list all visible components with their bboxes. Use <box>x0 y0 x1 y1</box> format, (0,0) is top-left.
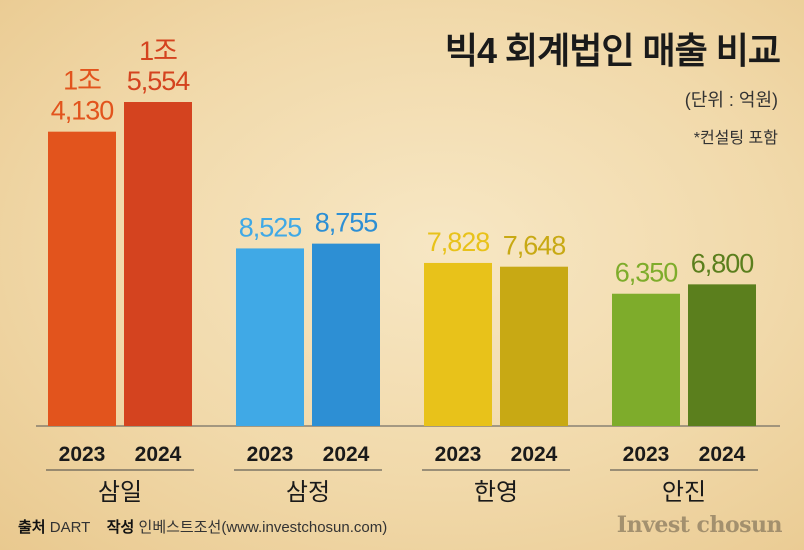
group-3-year-label-2023: 2023 <box>435 443 482 466</box>
group-2-year-label-2024: 2024 <box>323 443 370 466</box>
bar-chart: 1조 4,130 2023 1조 5,554 2024 삼일 8,525 2023 8,755 20… <box>36 36 780 506</box>
footer-source: 출처 DART 작성 인베스트조선(www.investchosun.com) <box>18 516 387 537</box>
group-2-name-label: 삼정 <box>286 479 330 506</box>
group-3-year-label-2024: 2024 <box>511 443 558 466</box>
group-3-bar-2024 <box>500 266 568 426</box>
group-4-name-label: 안진 <box>662 479 706 506</box>
group-3-value-label-2023: 7,828 <box>427 227 490 257</box>
group-1-year-label-2024: 2024 <box>135 443 182 466</box>
group-1-value-label-2024: 1조 5,554 <box>127 36 191 96</box>
chart-title: 빅4 회계법인 매출 비교 <box>444 30 781 71</box>
group-4-value-label-2023: 6,350 <box>615 258 678 288</box>
group-4-value-label-2024: 6,800 <box>691 248 754 278</box>
group-1-value-label-2023: 1조 4,130 <box>51 66 114 126</box>
group-1-year-label-2023: 2023 <box>59 443 106 466</box>
group-3-value-label-2024: 7,648 <box>503 231 566 261</box>
group-1-bar-2023 <box>48 131 116 426</box>
group-2-bar-2024 <box>312 243 380 426</box>
group-4-year-label-2023: 2023 <box>623 443 670 466</box>
group-3-name-label: 한영 <box>474 479 518 506</box>
group-4-bar-2024 <box>688 284 756 426</box>
author-label: 작성 <box>106 519 135 536</box>
unit-label: (단위 : 억원) <box>684 90 778 110</box>
group-2-value-label-2023: 8,525 <box>239 212 302 242</box>
group-2-year-label-2023: 2023 <box>247 443 294 466</box>
source-label: 출처 <box>18 519 46 536</box>
group-1-bar-2024 <box>124 102 192 426</box>
group-1-name-label: 삼일 <box>98 479 142 506</box>
group-2-value-label-2024: 8,755 <box>315 208 378 238</box>
group-3-bar-2023 <box>424 262 492 426</box>
source-value: DART <box>49 519 91 536</box>
group-2-bar-2023 <box>236 248 304 426</box>
author-value: 인베스트조선(www.investchosun.com) <box>138 519 388 536</box>
group-4-bar-2023 <box>612 293 680 426</box>
brand-watermark: Invest chosun <box>616 512 783 538</box>
consulting-note: *컨설팅 포함 <box>693 130 778 147</box>
group-4-year-label-2024: 2024 <box>699 443 746 466</box>
